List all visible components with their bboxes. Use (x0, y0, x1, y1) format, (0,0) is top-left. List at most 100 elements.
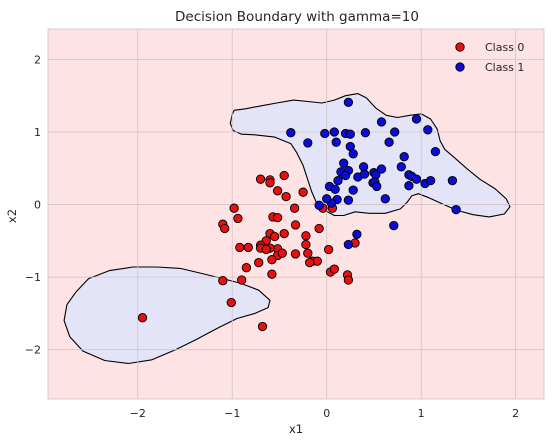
y-tick-label: 0 (34, 199, 41, 212)
data-points (137, 97, 461, 332)
class-1-point (447, 175, 458, 186)
class-1-point (322, 194, 332, 204)
class-0-point (255, 174, 266, 184)
class-0-point (254, 257, 264, 268)
class-1-point (343, 97, 354, 107)
y-tick-label: 1 (34, 126, 41, 139)
class-1-point (343, 195, 354, 205)
class-0-point (298, 187, 308, 197)
x-tick-label: 2 (512, 407, 519, 420)
class-0-point (290, 220, 301, 230)
class-0-point (267, 269, 277, 279)
class-1-point (286, 128, 296, 138)
class-0-point (257, 321, 268, 332)
class-1-point (331, 137, 341, 147)
class-1-point (348, 149, 358, 159)
class-1-point (372, 181, 382, 192)
tick-labels: −2 −1 0 1 2 −2 −1 0 1 2 (25, 53, 519, 420)
class-0-point (270, 231, 280, 242)
class-1-point (345, 129, 355, 139)
plot-area (47, 28, 545, 400)
class-0-point (267, 255, 277, 265)
x-tick-label: 1 (418, 407, 425, 420)
class-0-point (235, 242, 245, 253)
class-0-point (272, 186, 283, 196)
class-1-point (359, 169, 370, 179)
class-1-point (451, 204, 461, 215)
legend-label-class-0: Class 0 (485, 41, 524, 54)
class-0-point (229, 203, 239, 213)
class-0-point (314, 223, 324, 234)
x-tick-label: −1 (224, 407, 240, 420)
legend-marker-class-0 (455, 42, 465, 52)
class-1-point (384, 137, 394, 147)
class1-region-upper (229, 93, 511, 218)
class-1-point (314, 200, 324, 210)
decision-regions (63, 93, 511, 365)
class-1-point (399, 152, 409, 162)
class-0-point (305, 257, 315, 268)
x-tick-label: 0 (323, 407, 330, 420)
class-1-point (396, 162, 406, 172)
grid (48, 29, 544, 399)
x-axis-label: x1 (289, 422, 303, 436)
y-tick-label: −2 (25, 344, 41, 357)
legend-label-class-1: Class 1 (485, 61, 524, 74)
class-0-point (303, 248, 313, 258)
y-axis-label: x2 (5, 209, 19, 223)
class-0-point (289, 203, 300, 213)
class-0-point (279, 228, 289, 239)
class-1-point (411, 114, 422, 124)
class-0-point (323, 244, 334, 255)
class1-region-lower (63, 266, 271, 365)
y-tick-label: −1 (25, 271, 41, 284)
class-0-point (243, 242, 253, 253)
class-1-point (320, 128, 330, 139)
class-1-point (390, 127, 400, 137)
x-tick-label: −2 (130, 407, 146, 420)
class-0-point (220, 223, 230, 234)
class-0-point (277, 248, 287, 258)
class-1-point (340, 170, 351, 181)
class-1-point (339, 158, 349, 168)
class-0-point (261, 244, 271, 255)
class-1-point (348, 185, 358, 195)
class-1-point (333, 175, 343, 186)
class-1-point (404, 181, 414, 191)
class-0-point (290, 249, 301, 259)
class-0-point (312, 256, 322, 266)
class-1-point (376, 117, 387, 127)
class-0-point (233, 213, 243, 224)
class-0-point (272, 212, 283, 223)
class-0-point (301, 231, 311, 241)
class-1-point (329, 127, 339, 137)
class-0-point (265, 178, 275, 188)
class-1-point (343, 239, 354, 250)
class-1-point (430, 146, 441, 157)
class-0-point (218, 276, 228, 286)
legend: Class 0 Class 1 (455, 41, 524, 74)
class-1-point (360, 128, 371, 138)
class-1-point (352, 229, 362, 239)
class-0-point (281, 191, 291, 202)
class-1-point (380, 194, 390, 204)
class-0-point (237, 275, 247, 285)
legend-marker-class-1 (455, 62, 465, 72)
class-1-point (330, 184, 340, 194)
class-1-point (303, 138, 313, 148)
class-1-point (376, 164, 387, 174)
class-0-point (241, 263, 252, 273)
class-1-point (411, 174, 422, 184)
class-0-point (279, 170, 289, 181)
chart-title: Decision Boundary with gamma=10 (175, 9, 419, 25)
class-0-point (226, 297, 236, 308)
y-tick-label: 2 (34, 53, 41, 66)
class-0-point (301, 239, 311, 250)
class-1-point (425, 175, 436, 186)
class-1-point (389, 220, 399, 231)
class-0-point (137, 313, 148, 323)
class-0-point (329, 264, 339, 274)
class-0-point (343, 275, 354, 285)
